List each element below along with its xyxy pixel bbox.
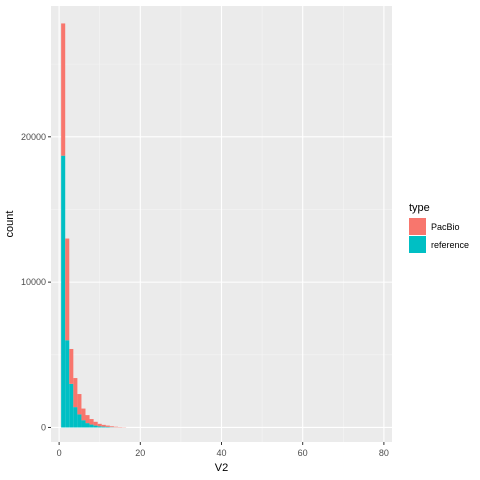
bar-reference <box>73 407 78 428</box>
y-tick-label: 0 <box>41 422 46 432</box>
bar-pacbio <box>113 426 118 428</box>
bar-pacbio <box>85 415 90 424</box>
bar-pacbio <box>73 378 78 408</box>
bar-pacbio <box>61 23 66 156</box>
bar-pacbio <box>97 423 102 427</box>
x-tick-label: 20 <box>135 448 145 458</box>
legend: type PacBio reference <box>409 202 469 253</box>
x-tick-label: 0 <box>57 448 62 458</box>
x-tick-label: 80 <box>379 448 389 458</box>
bar-pacbio <box>81 408 86 421</box>
bar-reference <box>81 420 86 428</box>
legend-title: type <box>409 202 430 214</box>
bar-pacbio <box>65 238 70 341</box>
bar-pacbio <box>89 419 94 425</box>
y-axis-title: count <box>4 211 16 238</box>
legend-label-reference: reference <box>431 240 469 250</box>
x-tick-label: 40 <box>216 448 226 458</box>
bar-reference <box>69 383 74 428</box>
bar-reference <box>97 426 102 428</box>
y-tick-label: 20000 <box>21 132 46 142</box>
bar-pacbio <box>101 424 106 427</box>
legend-key-pacbio <box>409 218 426 235</box>
bar-pacbio <box>109 426 114 428</box>
bar-pacbio <box>93 421 98 426</box>
bar-reference <box>101 426 106 428</box>
bar-reference <box>105 426 110 428</box>
x-axis-title: V2 <box>215 462 228 474</box>
bar-reference <box>89 424 94 428</box>
bar-pacbio <box>77 394 82 415</box>
legend-key-reference <box>409 236 426 253</box>
bar-reference <box>85 423 90 428</box>
major-gridlines <box>51 6 392 442</box>
bar-reference <box>77 414 82 428</box>
bar-reference <box>93 425 98 428</box>
legend-label-pacbio: PacBio <box>431 222 460 232</box>
y-axis: 0 10000 20000 <box>21 132 51 432</box>
bar-reference <box>65 340 70 428</box>
bar-reference <box>61 155 66 428</box>
bar-pacbio <box>69 348 74 384</box>
x-tick-label: 60 <box>298 448 308 458</box>
x-axis: 0 20 40 60 80 <box>57 442 389 458</box>
bars <box>61 23 127 428</box>
y-tick-label: 10000 <box>21 277 46 287</box>
bar-pacbio <box>105 425 110 427</box>
